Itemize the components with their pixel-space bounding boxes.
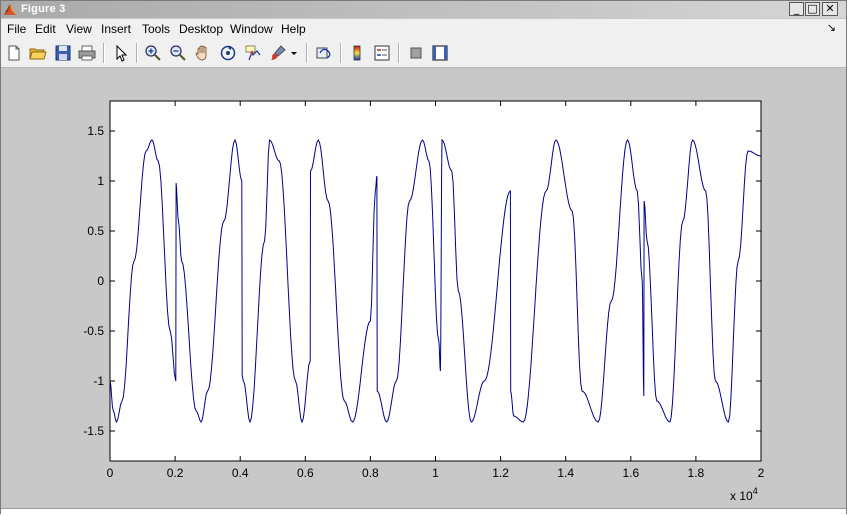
figure-canvas: 0 0.2 0.4 0.6 0.8 1 1.2 1.4 1.6 1.8 2 -1.5 -1 -0.5 0 0.… [1,68,846,508]
line-chart[interactable]: 0 0.2 0.4 0.6 0.8 1 1.2 1.4 1.6 1.8 2 -1.5 -1 -0.5 0 0.… [1,68,846,508]
legend-icon[interactable] [372,43,392,63]
hide-plot-tools-icon[interactable] [406,43,426,63]
data-cursor-icon[interactable] [243,43,263,63]
y-tick-label: 0 [97,274,104,288]
new-figure-icon[interactable] [4,43,24,63]
x-tick-label: 0.4 [232,466,249,480]
brush-icon[interactable] [268,43,288,63]
window-title: Figure 3 [21,3,66,15]
menu-file[interactable]: File [7,22,27,36]
edit-plot-icon[interactable] [111,43,131,63]
zoom-in-icon[interactable] [143,43,163,63]
y-tick-label: -1.5 [83,424,104,438]
minimize-button[interactable]: _ [789,2,804,16]
zoom-out-icon[interactable] [168,43,188,63]
axes-background [110,101,761,461]
colorbar-icon[interactable] [347,43,367,63]
figure-toolbar [1,39,846,68]
menu-edit[interactable]: Edit [35,22,56,36]
title-bar[interactable]: Figure 3 _ □ ✕ [1,1,846,18]
toolbar-separator [306,43,308,63]
x-exponent-label: x 104 [730,486,758,503]
y-tick-label: 1.5 [87,124,104,138]
x-tick-label: 0.6 [297,466,314,480]
plot-layer [109,138,762,424]
menu-insert[interactable]: Insert [101,22,132,36]
menu-bar: File Edit View Insert Tools Desktop Wind… [1,19,846,39]
open-file-icon[interactable] [28,43,48,63]
x-tick-label: 0 [107,466,114,480]
maximize-icon: □ [807,2,818,15]
x-tick-label: 1.6 [622,466,639,480]
y-tick-label: -0.5 [83,324,104,338]
x-tick-label: 1.4 [557,466,574,480]
menu-tools[interactable]: Tools [142,22,171,36]
menu-view[interactable]: View [66,22,92,36]
print-icon[interactable] [77,43,97,63]
minimize-icon: _ [793,2,800,15]
x-tick-label: 2 [758,466,765,480]
maximize-button[interactable]: □ [805,2,820,16]
toolbar-separator [340,43,342,63]
x-exponent-base: x 10 [730,489,753,503]
toolbar-separator [398,43,400,63]
ticks-layer: 0 0.2 0.4 0.6 0.8 1 1.2 1.4 1.6 1.8 2 -1.5 -1 -0.5 0 0.… [83,101,765,480]
menu-desktop[interactable]: Desktop [179,22,224,36]
y-tick-label: 0.5 [87,224,104,238]
status-strip [1,508,846,515]
show-plot-tools-icon[interactable] [430,43,450,63]
toolbar-separator [136,43,138,63]
x-tick-label: 0.8 [362,466,379,480]
rotate-3d-icon[interactable] [218,43,238,63]
x-tick-label: 0.2 [167,466,184,480]
x-tick-label: 1.2 [492,466,509,480]
close-button[interactable]: ✕ [822,2,838,16]
y-tick-label: 1 [97,174,104,188]
link-plot-icon[interactable] [314,43,334,63]
menu-help[interactable]: Help [281,22,306,36]
pan-icon[interactable] [193,43,213,63]
x-tick-label: 1.8 [688,466,705,480]
toolbar-separator [103,43,105,63]
y-tick-label: -1 [93,374,104,388]
dock-figure-icon[interactable]: ↘ [826,21,836,34]
signal-series-line [109,138,762,424]
brush-dropdown-icon[interactable] [288,43,300,63]
matlab-app-icon [4,4,16,15]
x-tick-label: 1 [432,466,439,480]
menu-window[interactable]: Window [230,22,273,36]
save-icon[interactable] [53,43,73,63]
close-icon: ✕ [825,2,835,15]
x-exponent-power: 4 [753,486,758,496]
